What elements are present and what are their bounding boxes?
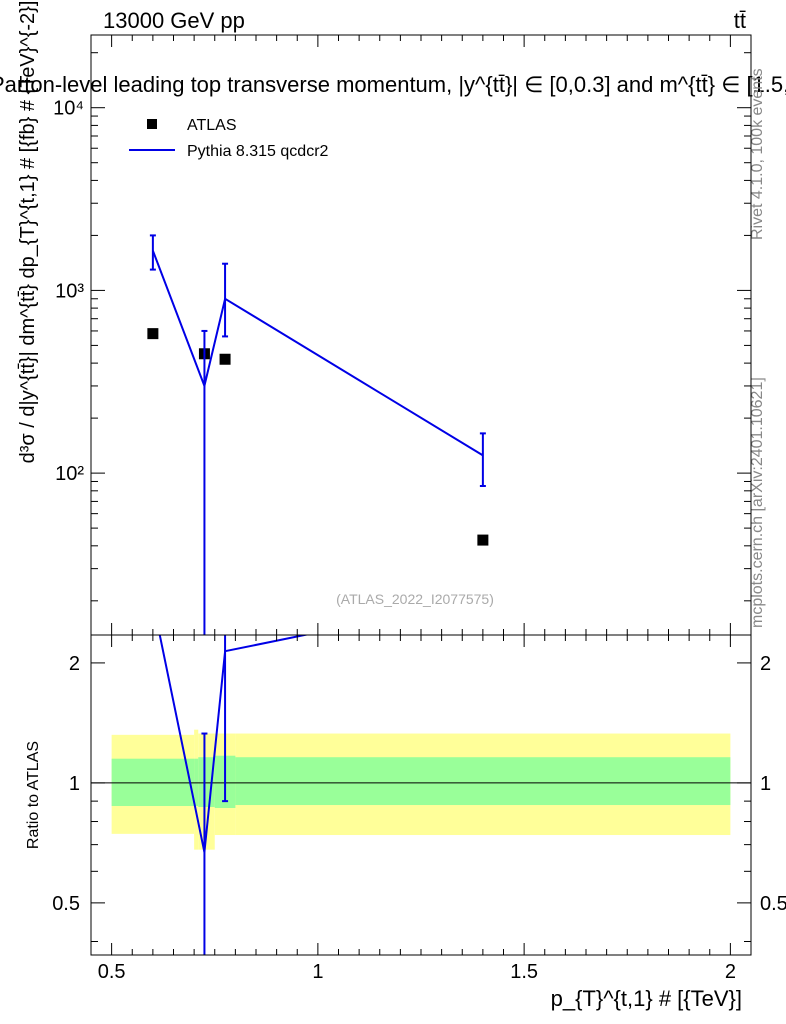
watermark: (ATLAS_2022_I2077575) [336, 591, 494, 607]
legend-atlas-label: ATLAS [187, 117, 237, 134]
x-tick-label-2: 1.5 [510, 961, 538, 983]
ratio-line [158, 635, 310, 853]
ratio-ytick-label-r-0: 0.5 [760, 893, 786, 915]
atlas-point-3 [477, 534, 489, 546]
ratio-ylabel: Ratio to ATLAS [25, 741, 42, 849]
legend-mc-label: Pythia 8.315 qcdcr2 [187, 143, 329, 160]
atlas-point-0 [147, 328, 159, 340]
main-ylabel: d³σ / d|y^{tt̄}| dm^{tt̄} dp_{T}^{t,1} #… [17, 1, 39, 464]
ratio-frame [90, 634, 752, 956]
ratio-ytick-label-l-2: 2 [69, 653, 80, 675]
pythia-line [151, 250, 484, 457]
ratio-ytick-label-r-1: 1 [760, 773, 771, 795]
header-process: tt̄ [734, 8, 746, 33]
ratio-marks [158, 635, 310, 955]
legend: ATLAS Pythia 8.315 qcdcr2 [129, 117, 329, 160]
ratio-xlabel: p_{T}^{t,1} # [{TeV}] [551, 986, 742, 1011]
ratio-ytick-label-l-0: 0.5 [52, 893, 80, 915]
plot-title: Parton-level leading top transverse mome… [0, 72, 786, 97]
main-ytick-label-1: 10³ [55, 280, 84, 302]
x-tick-label-1: 1 [312, 961, 323, 983]
main-marks [147, 234, 489, 635]
band-inner-0 [111, 758, 195, 807]
band-inner-1 [194, 758, 199, 807]
atlas-point-2 [219, 353, 231, 365]
mcplots-label: mcplots.cern.ch [arXiv:2401.10621] [749, 377, 766, 628]
main-ytick-label-2: 10⁴ [53, 98, 84, 120]
ratio-ytick-label-r-2: 2 [760, 653, 771, 675]
x-tick-label-0: 0.5 [98, 961, 126, 983]
band-inner-4 [235, 757, 731, 806]
axes: 0.5 1 1.5 2 10² 10³ 10⁴ 0.5 0.5 1 1 2 2 [52, 35, 786, 983]
header-energy: 13000 GeV pp [103, 8, 245, 33]
legend-atlas-marker [147, 119, 157, 129]
rivet-label: Rivet 4.1.0, 100k events [749, 68, 766, 240]
main-ytick-label-0: 10² [55, 463, 84, 485]
x-tick-label-3: 2 [725, 961, 736, 983]
ratio-ytick-label-l-1: 1 [69, 773, 80, 795]
ratio-bands [91, 729, 751, 850]
